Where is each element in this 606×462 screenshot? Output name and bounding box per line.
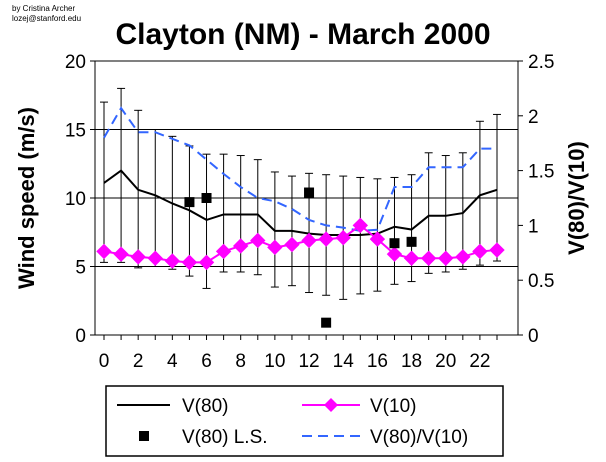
v10-point-16	[369, 231, 386, 247]
x-tick-label-6: 12	[298, 351, 319, 372]
x-tick-label-7: 14	[333, 351, 355, 372]
y-right-tick-label-5: 2.5	[528, 52, 554, 73]
x-tick-label-9: 18	[401, 351, 422, 372]
y-left-tick-label-2: 10	[65, 189, 86, 210]
x-tick-label-0: 0	[99, 351, 110, 372]
x-tick-label-1: 2	[133, 351, 144, 372]
legend-label-v80: V(80)	[182, 396, 228, 417]
x-tick-label-5: 10	[264, 351, 285, 372]
y-right-tick-label-2: 1	[528, 216, 539, 237]
v10-point-21	[455, 249, 471, 265]
x-tick-label-2: 4	[167, 351, 178, 372]
x-tick-label-4: 8	[235, 351, 246, 372]
x-tick-label-11: 22	[469, 351, 490, 372]
v10-point-4	[164, 253, 181, 269]
v80-ls-point-18	[406, 236, 417, 247]
v80-ls-point-17	[389, 238, 400, 249]
v10-point-6	[198, 254, 215, 271]
v10-point-17	[386, 246, 403, 262]
v80-ls-point-12	[304, 187, 315, 198]
legend-label-v80-ls: V(80) L.S.	[182, 427, 268, 448]
v10-point-12	[301, 232, 317, 249]
v10-point-11	[284, 236, 300, 253]
series-ratio-line	[103, 106, 497, 232]
v10-point-23	[489, 242, 505, 258]
v10-point-2	[130, 249, 146, 265]
v80-ls-point-13	[321, 317, 332, 328]
v10-point-14	[335, 230, 351, 246]
chart-title: Clayton (NM) - March 2000	[115, 18, 490, 51]
v80-ls-point-6	[201, 193, 212, 203]
v10-point-20	[438, 250, 454, 266]
y-right-tick-label-3: 1.5	[528, 162, 554, 183]
legend-symbols	[117, 398, 362, 441]
v10-point-22	[472, 243, 488, 260]
x-tick-label-3: 6	[201, 351, 212, 372]
y-left-tick-label-4: 20	[65, 52, 86, 73]
axis-layer: 0 5 10 15 20 0 0.5 1 1.5 2 2.5 0 2 4 6 8 10 12 14 16 18 20 22	[65, 52, 555, 372]
legend-box	[105, 385, 504, 457]
y-left-tick-label-0: 0	[75, 326, 86, 347]
v10-point-13	[318, 231, 334, 247]
series-layer	[96, 106, 505, 328]
author-credit: by Cristina Archer	[12, 4, 75, 13]
v10-point-9	[250, 232, 266, 249]
grid-layer	[95, 129, 518, 267]
v10-point-5	[181, 254, 198, 271]
v10-point-1	[113, 246, 129, 262]
y-left-tick-label-3: 15	[65, 121, 86, 142]
y-left-tick-label-1: 5	[75, 258, 86, 279]
y-axis-label-left: Wind speed (m/s)	[14, 107, 39, 289]
v10-point-0	[96, 243, 112, 260]
y-right-tick-label-0: 0	[528, 326, 539, 347]
y-axis-label-right: V(80)/V(10)	[564, 141, 589, 255]
legend-symbol-v10-marker	[324, 398, 338, 412]
v10-point-18	[403, 250, 420, 266]
v10-point-7	[215, 243, 232, 260]
v80-ls-point-5	[184, 197, 195, 208]
legend: V(80) V(10) V(80) L.S. V(80)/V(10)	[105, 385, 504, 457]
legend-label-v10: V(10)	[370, 396, 416, 417]
legend-label-ratio: V(80)/V(10)	[370, 427, 468, 448]
v10-point-10	[267, 239, 283, 256]
series-v80-line	[103, 169, 498, 236]
v10-point-19	[420, 250, 437, 266]
x-tick-label-8: 16	[367, 351, 388, 372]
v10-point-8	[232, 238, 249, 254]
y-right-tick-label-1: 0.5	[528, 271, 554, 292]
x-tick-label-10: 20	[435, 351, 456, 372]
y-right-tick-label-4: 2	[528, 107, 539, 128]
legend-symbol-v80-ls	[139, 431, 149, 441]
v10-point-3	[147, 250, 163, 266]
v10-point-15	[352, 217, 369, 234]
author-email: lozej@stanford.edu	[12, 14, 81, 23]
